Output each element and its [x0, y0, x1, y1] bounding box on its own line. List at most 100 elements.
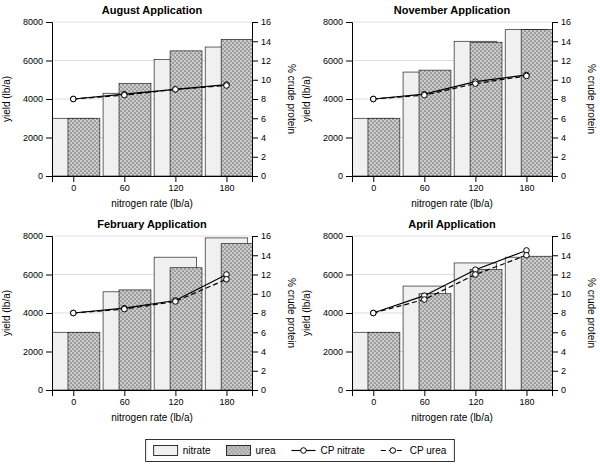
tick-mark	[526, 176, 527, 182]
marker	[422, 92, 428, 98]
tick-mark	[346, 313, 352, 314]
tick-mark	[552, 157, 558, 158]
tick-label: 12	[561, 56, 571, 66]
tick-mark	[226, 390, 227, 396]
axis-line	[353, 391, 553, 397]
tick-label: 180	[519, 183, 534, 193]
bar	[470, 270, 502, 390]
bar	[170, 268, 202, 390]
line	[73, 275, 226, 314]
tick-label: 6000	[23, 270, 43, 280]
tick-mark	[552, 255, 558, 256]
bar	[221, 39, 252, 176]
tick-mark	[252, 275, 258, 276]
marker	[122, 306, 128, 312]
tick: 2000	[23, 347, 52, 357]
tick-mark	[252, 294, 258, 295]
tick-label: 4000	[323, 308, 343, 318]
axis-line	[53, 177, 253, 183]
grid-line	[52, 22, 252, 23]
tick-mark	[252, 61, 258, 62]
tick-mark	[46, 176, 52, 177]
marker	[173, 298, 179, 304]
tick: 0	[252, 171, 266, 181]
tick-mark	[46, 22, 52, 23]
tick-label: 120	[468, 183, 483, 193]
marker	[70, 96, 76, 102]
bar	[119, 84, 151, 176]
tick-mark	[124, 176, 125, 182]
tick-label: 4	[561, 347, 566, 357]
tick: 12	[552, 56, 571, 66]
tick-mark	[252, 99, 258, 100]
tick: 4	[252, 347, 266, 357]
tick: 2	[252, 366, 266, 376]
tick-mark	[46, 390, 52, 391]
marker	[224, 83, 230, 89]
tick-label: 4	[261, 133, 266, 143]
marker	[70, 310, 76, 316]
tick-label: 8000	[323, 17, 343, 27]
tick: 8	[252, 308, 266, 318]
legend-label: CP urea	[410, 445, 447, 456]
tick-mark	[552, 236, 558, 237]
tick: 0	[252, 385, 266, 395]
marker	[524, 72, 530, 78]
tick-mark	[252, 80, 258, 81]
legend-label: nitrate	[183, 445, 211, 456]
tick: 4000	[23, 308, 52, 318]
tick-label: 0	[338, 171, 343, 181]
tick-label: 2000	[23, 133, 43, 143]
axis-line	[346, 23, 353, 177]
tick-label: 180	[219, 183, 234, 193]
tick: 120	[468, 390, 483, 407]
tick: 180	[519, 390, 534, 407]
tick: 120	[468, 176, 483, 193]
bar	[170, 51, 202, 176]
tick: 16	[252, 231, 271, 241]
tick-mark	[346, 61, 352, 62]
tick: 120	[168, 390, 183, 407]
y2-axis: 0246810121416	[552, 17, 571, 181]
tick-mark	[252, 371, 258, 372]
y-axis-title: yield (lb/a)	[1, 76, 12, 122]
tick: 8	[552, 308, 566, 318]
tick-label: 0	[38, 385, 43, 395]
marker	[70, 96, 76, 102]
tick-mark	[552, 176, 558, 177]
chart-canvas: 060120180020004000600080000246810121416A…	[0, 0, 600, 473]
y2-axis-title: % crude protein	[586, 278, 597, 348]
tick-label: 14	[261, 37, 271, 47]
bar-series	[52, 238, 248, 390]
tick-label: 2000	[323, 133, 343, 143]
bar	[470, 42, 502, 176]
tick: 2	[252, 152, 266, 162]
tick-mark	[175, 176, 176, 182]
tick: 0	[371, 390, 376, 407]
marker	[224, 82, 230, 88]
tick-mark	[552, 61, 558, 62]
marker	[422, 297, 428, 303]
tick: 14	[552, 37, 571, 47]
tick: 0	[552, 171, 566, 181]
bar	[419, 70, 451, 176]
tick-mark	[252, 352, 258, 353]
tick-label: 180	[519, 397, 534, 407]
tick-mark	[552, 313, 558, 314]
tick: 8000	[323, 231, 352, 241]
tick-label: 180	[219, 397, 234, 407]
marker	[370, 310, 376, 316]
tick: 4000	[323, 308, 352, 318]
tick: 2	[552, 152, 566, 162]
bar-series	[68, 39, 252, 176]
tick-mark	[124, 390, 125, 396]
axis-line	[253, 23, 259, 177]
tick: 0	[38, 171, 52, 181]
y-axis-title: yield (lb/a)	[301, 76, 312, 122]
tick: 0	[71, 176, 76, 193]
tick-label: 0	[371, 397, 376, 407]
tick-mark	[526, 390, 527, 396]
title: November Application	[394, 4, 511, 16]
tick-label: 0	[561, 171, 566, 181]
tick-mark	[346, 236, 352, 237]
